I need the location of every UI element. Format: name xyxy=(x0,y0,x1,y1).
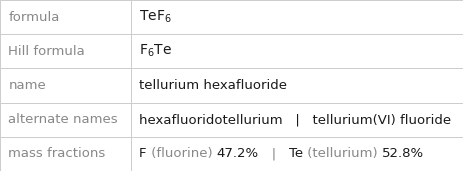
Text: formula: formula xyxy=(8,11,60,24)
Text: name: name xyxy=(8,79,46,92)
Text: 47.2%: 47.2% xyxy=(216,147,258,160)
Text: alternate names: alternate names xyxy=(8,113,118,126)
Text: mass fractions: mass fractions xyxy=(8,147,106,160)
Text: |: | xyxy=(258,147,288,160)
Text: Hill formula: Hill formula xyxy=(8,45,85,58)
Text: 52.8%: 52.8% xyxy=(381,147,423,160)
Text: (tellurium): (tellurium) xyxy=(302,147,381,160)
Text: F: F xyxy=(139,147,146,160)
Text: $\mathregular{TeF_6}$: $\mathregular{TeF_6}$ xyxy=(139,9,171,25)
Text: Te: Te xyxy=(288,147,302,160)
Text: $\mathregular{F_6Te}$: $\mathregular{F_6Te}$ xyxy=(139,43,172,60)
Text: (fluorine): (fluorine) xyxy=(146,147,216,160)
Text: hexafluoridotellurium   |   tellurium(VI) fluoride: hexafluoridotellurium | tellurium(VI) fl… xyxy=(139,113,450,126)
Text: tellurium hexafluoride: tellurium hexafluoride xyxy=(139,79,287,92)
